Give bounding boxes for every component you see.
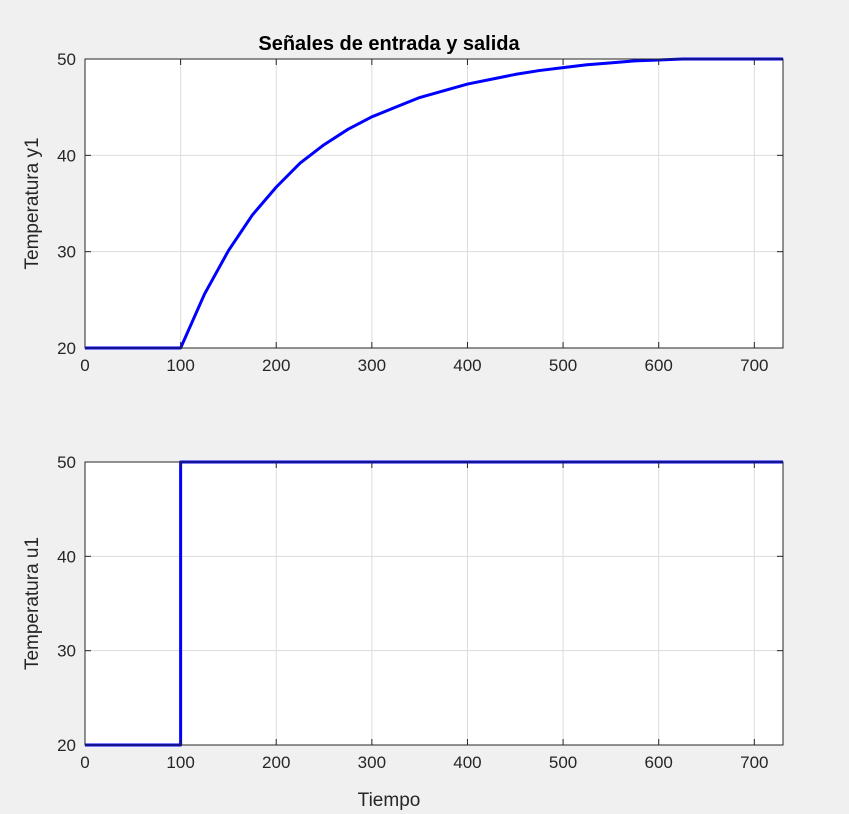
x-tick-label: 300	[358, 753, 386, 772]
x-tick-label: 700	[740, 753, 768, 772]
y-tick-label: 40	[57, 146, 76, 165]
y-tick-label: 20	[57, 339, 76, 358]
top-axes: 0 100 200 300 400 500 600 700 20 30 40 50 Señales de…	[22, 33, 784, 375]
x-tick-label: 600	[645, 753, 673, 772]
x-tick-label: 100	[166, 356, 194, 375]
x-tick-label: 600	[645, 356, 673, 375]
top-plot-area	[85, 59, 783, 348]
bottom-plot-area	[85, 462, 783, 745]
y-tick-label: 50	[57, 50, 76, 69]
x-tick-label: 300	[358, 356, 386, 375]
x-tick-label: 700	[740, 356, 768, 375]
y-tick-label: 50	[57, 453, 76, 472]
top-axes-box	[84, 58, 784, 349]
y-axis-label: Temperatura u1	[22, 537, 43, 670]
x-tick-label: 0	[80, 753, 89, 772]
x-tick-label: 500	[549, 753, 577, 772]
x-tick-label: 0	[80, 356, 89, 375]
chart-title: Señales de entrada y salida	[258, 33, 520, 55]
x-tick-label: 400	[453, 356, 481, 375]
y-tick-label: 30	[57, 642, 76, 661]
x-tick-label: 200	[262, 356, 290, 375]
x-tick-label: 400	[453, 753, 481, 772]
x-axis-label: Tiempo	[358, 790, 421, 811]
bottom-axes-box	[84, 461, 784, 746]
x-tick-label: 200	[262, 753, 290, 772]
x-tick-label: 500	[549, 356, 577, 375]
x-tick-label: 100	[166, 753, 194, 772]
y-tick-label: 40	[57, 547, 76, 566]
y-axis-label: Temperatura y1	[22, 137, 43, 269]
y-tick-label: 30	[57, 243, 76, 262]
y-tick-label: 20	[57, 736, 76, 755]
bottom-axes: 0 100 200 300 400 500 600 700 20 30 40 50 Temperatur…	[22, 453, 784, 811]
